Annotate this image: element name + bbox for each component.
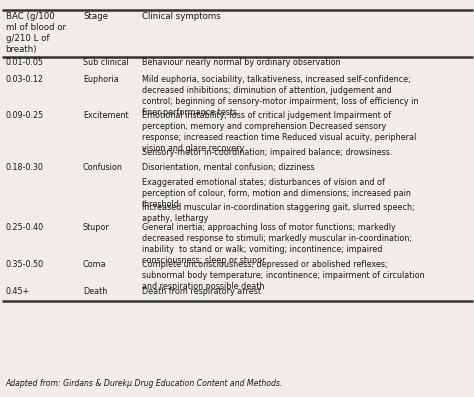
Text: 0.03-0.12: 0.03-0.12 bbox=[6, 75, 44, 84]
Text: 0.18-0.30: 0.18-0.30 bbox=[6, 163, 44, 172]
Text: 0.35-0.50: 0.35-0.50 bbox=[6, 260, 44, 269]
Text: Mild euphoria, sociability, talkativeness, increased self-confidence;
decreased : Mild euphoria, sociability, talkativenes… bbox=[142, 75, 419, 117]
Text: Death: Death bbox=[83, 287, 107, 296]
Text: Emotional instability; loss of critical judgement Impairment of
perception, memo: Emotional instability; loss of critical … bbox=[142, 111, 417, 154]
Text: BAC (g/100
ml of blood or
g/210 L of
breath): BAC (g/100 ml of blood or g/210 L of bre… bbox=[6, 12, 66, 54]
Text: Stupor: Stupor bbox=[83, 223, 109, 232]
Text: Exaggerated emotional states; disturbances of vision and of
perception of colour: Exaggerated emotional states; disturbanc… bbox=[142, 178, 411, 209]
Text: Confusion: Confusion bbox=[83, 163, 123, 172]
Text: 0.45+: 0.45+ bbox=[6, 287, 30, 296]
Text: Sub clinical: Sub clinical bbox=[83, 58, 129, 67]
Text: Death from respiratory arrest: Death from respiratory arrest bbox=[142, 287, 261, 296]
Text: Complete unconsciousness; depressed or abolished reflexes;
subnormal body temper: Complete unconsciousness; depressed or a… bbox=[142, 260, 425, 291]
Text: Disorientation, mental confusion; dizziness: Disorientation, mental confusion; dizzin… bbox=[142, 163, 315, 172]
Text: Sensory-motor in-coordination; impaired balance; drowsiness.: Sensory-motor in-coordination; impaired … bbox=[142, 148, 392, 157]
Text: 0.01-0.05: 0.01-0.05 bbox=[6, 58, 44, 67]
Text: 0.09-0.25: 0.09-0.25 bbox=[6, 111, 44, 120]
Text: Clinical symptoms: Clinical symptoms bbox=[142, 12, 221, 21]
Text: Adapted from: Girdans & Durekµ Drug Education Content and Methods.: Adapted from: Girdans & Durekµ Drug Educ… bbox=[6, 379, 283, 388]
Text: Euphoria: Euphoria bbox=[83, 75, 118, 84]
Text: Coma: Coma bbox=[83, 260, 107, 269]
Text: Increased muscular in-coordination staggering gait, slurred speech;
apathy, leth: Increased muscular in-coordination stagg… bbox=[142, 203, 415, 224]
Text: General inertia; approaching loss of motor functions; markedly
decreased respons: General inertia; approaching loss of mot… bbox=[142, 223, 412, 266]
Text: 0.25-0.40: 0.25-0.40 bbox=[6, 223, 44, 232]
Text: Stage: Stage bbox=[83, 12, 108, 21]
Text: Excitement: Excitement bbox=[83, 111, 128, 120]
Text: Behaviour nearly normal by ordinary observation: Behaviour nearly normal by ordinary obse… bbox=[142, 58, 341, 67]
